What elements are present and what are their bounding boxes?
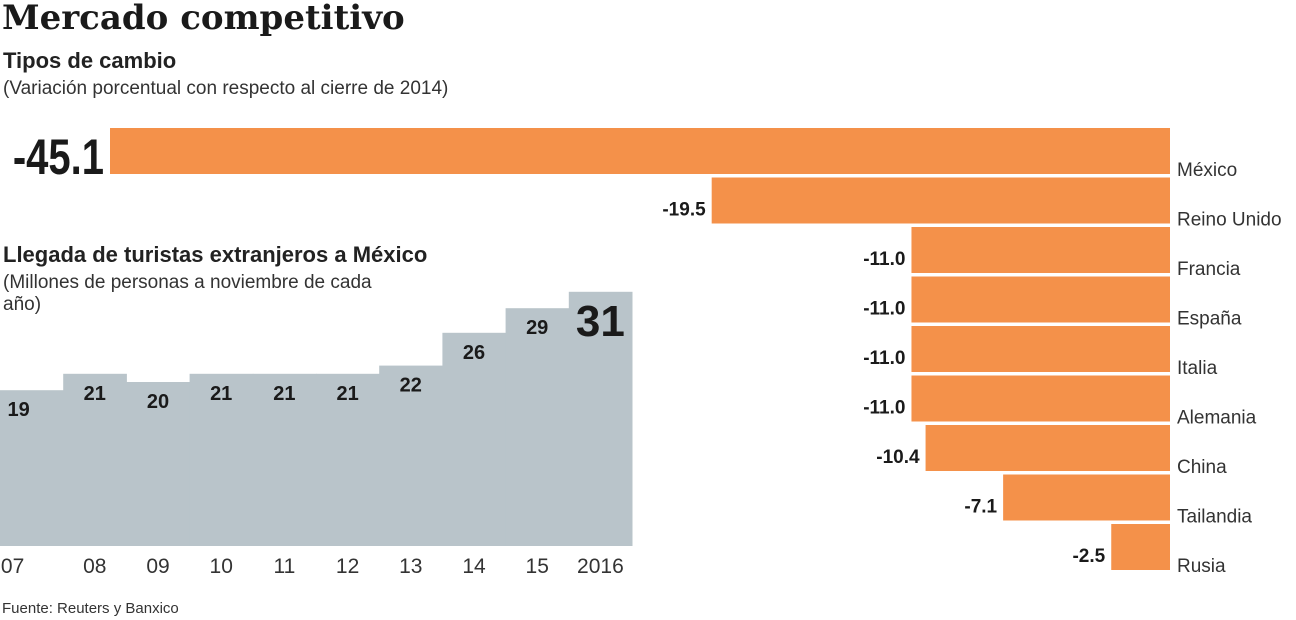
x-tick-label: 13 bbox=[399, 555, 422, 578]
x-tick-label: 09 bbox=[146, 555, 169, 578]
category-label: Reino Unido bbox=[1177, 210, 1282, 231]
tourists-chart-title: Llegada de turistas extranjeros a México bbox=[3, 242, 428, 267]
bar-value-label: -11.0 bbox=[863, 398, 905, 419]
source-note: Fuente: Reuters y Banxico bbox=[2, 600, 179, 617]
bar-Alemania bbox=[911, 375, 1170, 422]
bar-value-label: -11.0 bbox=[863, 299, 905, 320]
area-step-15 bbox=[505, 308, 570, 546]
area-step-12 bbox=[316, 373, 380, 546]
area-value-label: 31 bbox=[576, 297, 625, 346]
bar-value-label: -2.5 bbox=[1072, 546, 1105, 567]
area-value-label: 20 bbox=[147, 391, 169, 413]
bar-México bbox=[110, 128, 1170, 174]
area-value-label: 21 bbox=[273, 383, 295, 405]
bar-Tailandia bbox=[1003, 474, 1170, 521]
bar-value-label: -7.1 bbox=[964, 497, 997, 518]
category-label: México bbox=[1177, 160, 1237, 181]
area-value-label: 19 bbox=[7, 399, 29, 421]
x-tick-label: 15 bbox=[526, 555, 549, 578]
area-value-label: 21 bbox=[336, 383, 358, 405]
category-label: China bbox=[1177, 457, 1227, 478]
category-label: Italia bbox=[1177, 358, 1218, 379]
x-tick-label: 11 bbox=[273, 555, 295, 578]
area-value-label: 21 bbox=[210, 383, 232, 405]
exchange-chart-subtitle: (Variación porcentual con respecto al ci… bbox=[3, 78, 449, 99]
bar-España bbox=[911, 276, 1170, 323]
area-step-11 bbox=[252, 373, 317, 546]
bar-Reino Unido bbox=[711, 177, 1170, 224]
tourists-chart-subtitle: (Millones de personas a noviembre de cad… bbox=[3, 272, 372, 315]
x-tick-label: 08 bbox=[83, 555, 106, 578]
bar-value-label: -45.1 bbox=[13, 129, 104, 185]
exchange-chart-title: Tipos de cambio bbox=[3, 48, 177, 73]
area-step-14 bbox=[442, 332, 507, 546]
area-value-label: 22 bbox=[400, 375, 422, 397]
bar-Rusia bbox=[1111, 524, 1170, 570]
area-step-13 bbox=[379, 365, 443, 546]
area-step-08 bbox=[63, 373, 127, 546]
category-label: Francia bbox=[1177, 259, 1241, 280]
area-value-label: 21 bbox=[84, 383, 106, 405]
category-label: Rusia bbox=[1177, 556, 1226, 577]
bar-value-label: -11.0 bbox=[863, 249, 905, 270]
category-label: Alemania bbox=[1177, 408, 1257, 429]
x-tick-label: 14 bbox=[462, 555, 486, 578]
x-tick-label: 12 bbox=[336, 555, 359, 578]
page-title: Mercado competitivo bbox=[2, 0, 405, 38]
area-step-09 bbox=[126, 382, 191, 546]
bar-Italia bbox=[911, 326, 1170, 372]
bar-value-label: -11.0 bbox=[863, 348, 905, 369]
bar-value-label: -19.5 bbox=[662, 200, 706, 221]
area-step-07 bbox=[0, 390, 64, 546]
area-value-label: 26 bbox=[463, 342, 485, 364]
area-step-10 bbox=[189, 373, 254, 546]
bar-Francia bbox=[911, 227, 1170, 273]
category-label: España bbox=[1177, 309, 1242, 330]
category-label: Tailandia bbox=[1177, 507, 1252, 528]
area-step-2016 bbox=[568, 291, 633, 546]
bar-value-label: -10.4 bbox=[876, 447, 920, 468]
x-tick-label: 10 bbox=[210, 555, 233, 578]
bar-China bbox=[925, 425, 1170, 471]
x-tick-label: 2016 bbox=[577, 555, 624, 578]
area-value-label: 29 bbox=[526, 317, 548, 339]
x-tick-label: 07 bbox=[1, 555, 24, 578]
